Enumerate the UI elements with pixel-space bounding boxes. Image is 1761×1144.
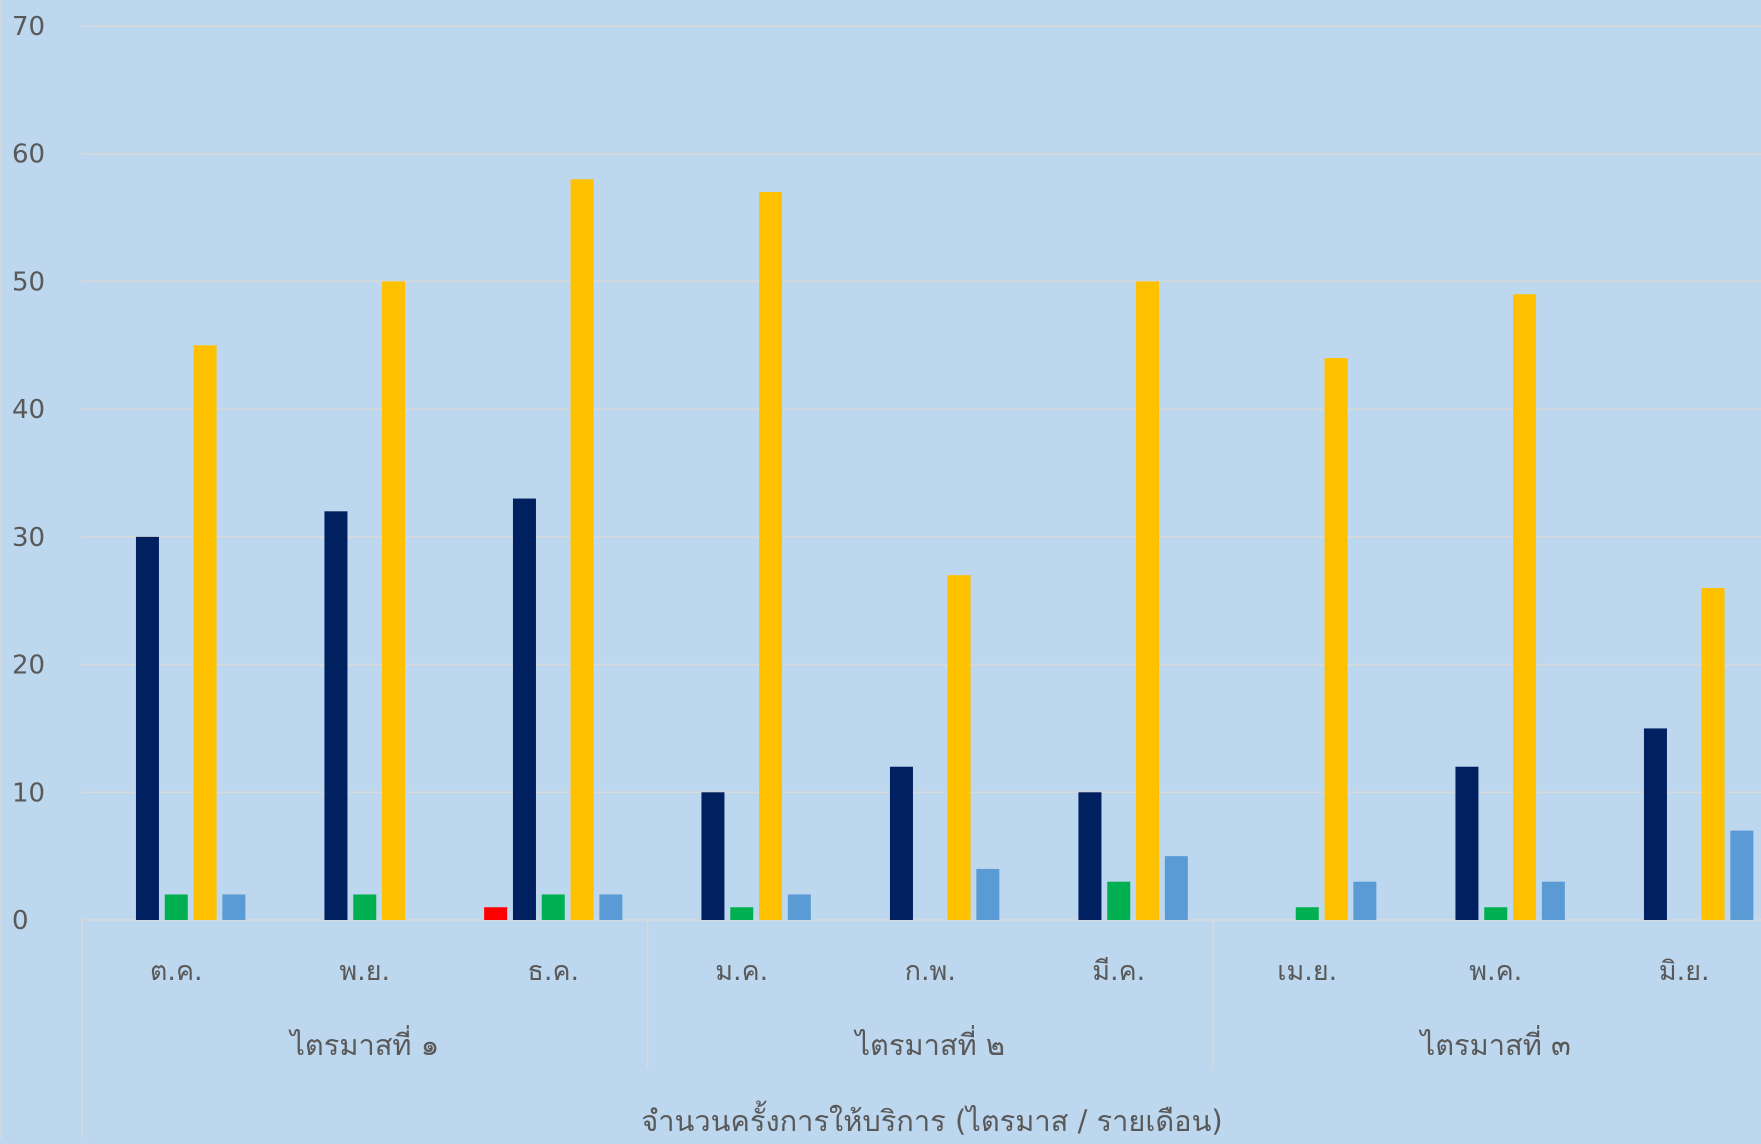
y-tick-label: 0 (12, 906, 29, 936)
category-label: เม.ย. (1277, 956, 1337, 987)
bar (222, 894, 246, 920)
category-label: มิ.ย. (1659, 956, 1710, 987)
x-axis: ต.ค. พ.ย. ธ.ค. ม.ค. ก.พ. มี.ค. เม.ย. พ.ค. มิ.ย. ไ… (81, 920, 1710, 1139)
bar (1324, 358, 1348, 920)
y-axis-ticks: 0 10 20 30 40 50 60 70 (12, 12, 45, 936)
bar (164, 894, 188, 920)
bar (1107, 881, 1131, 920)
category-label: ก.พ. (905, 956, 956, 987)
bar (1078, 792, 1102, 920)
category-label: มี.ค. (1092, 956, 1145, 987)
category-label: ต.ค. (150, 956, 203, 987)
bar (787, 894, 811, 920)
category-label: พ.ค. (1469, 956, 1522, 987)
bar (730, 907, 754, 920)
bar (889, 766, 913, 920)
bar (135, 536, 159, 920)
bar (541, 894, 565, 920)
bar (1295, 907, 1319, 920)
category-label: พ.ย. (339, 956, 390, 987)
y-tick-label: 20 (12, 651, 45, 681)
bar (1643, 728, 1667, 920)
bar (1701, 587, 1725, 920)
bar (324, 511, 348, 920)
bar (353, 894, 377, 920)
category-label: ธ.ค. (527, 956, 579, 987)
bars (135, 179, 1754, 920)
bar (976, 868, 1000, 920)
y-tick-label: 60 (12, 140, 45, 170)
bar (512, 498, 536, 920)
bar (1455, 766, 1479, 920)
y-tick-label: 70 (12, 12, 45, 42)
bar (382, 281, 406, 920)
bar (193, 345, 217, 920)
bar (1484, 907, 1508, 920)
bar (570, 179, 594, 920)
bar (1164, 856, 1188, 920)
bar (1136, 281, 1160, 920)
category-label: ม.ค. (715, 956, 768, 987)
y-tick-label: 30 (12, 523, 45, 553)
bar (1513, 294, 1537, 920)
bar (484, 907, 508, 920)
bar (1730, 830, 1754, 920)
y-tick-label: 10 (12, 778, 45, 808)
x-axis-title: จำนวนครั้งการให้บริการ (ไตรมาส / รายเดือ… (641, 1100, 1222, 1138)
bar (1353, 881, 1377, 920)
bar (701, 792, 725, 920)
bar (759, 192, 783, 920)
y-tick-label: 50 (12, 267, 45, 297)
bar (599, 894, 623, 920)
group-label: ไตรมาสที่ ๒ (853, 1025, 1005, 1062)
bar (947, 575, 971, 920)
y-tick-label: 40 (12, 395, 45, 425)
group-label: ไตรมาสที่ ๓ (1419, 1025, 1571, 1062)
bar (1541, 881, 1565, 920)
group-label: ไตรมาสที่ ๑ (288, 1025, 439, 1062)
